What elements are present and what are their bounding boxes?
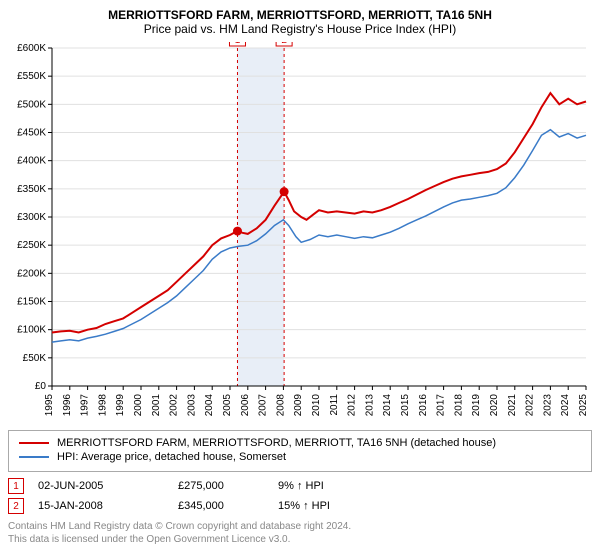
- svg-text:£300K: £300K: [17, 212, 46, 223]
- svg-text:2002: 2002: [169, 394, 180, 417]
- svg-text:2023: 2023: [542, 394, 553, 417]
- sale-hpi: 15% ↑ HPI: [278, 500, 330, 512]
- svg-text:1996: 1996: [62, 394, 73, 417]
- svg-text:2007: 2007: [258, 394, 269, 417]
- sale-date: 15-JAN-2008: [38, 500, 178, 512]
- svg-text:2024: 2024: [560, 394, 571, 417]
- svg-text:2025: 2025: [578, 394, 589, 417]
- svg-text:£100K: £100K: [17, 325, 46, 336]
- svg-text:£550K: £550K: [17, 71, 46, 82]
- chart-subtitle: Price paid vs. HM Land Registry's House …: [8, 22, 592, 36]
- svg-text:2000: 2000: [133, 394, 144, 417]
- svg-text:1998: 1998: [97, 394, 108, 417]
- footer-line: Contains HM Land Registry data © Crown c…: [8, 520, 592, 533]
- svg-text:1995: 1995: [44, 394, 55, 417]
- svg-text:2020: 2020: [489, 394, 500, 417]
- svg-text:2004: 2004: [204, 394, 215, 417]
- footer: Contains HM Land Registry data © Crown c…: [8, 520, 592, 546]
- svg-text:£50K: £50K: [23, 353, 47, 364]
- svg-text:2014: 2014: [382, 394, 393, 417]
- svg-text:2021: 2021: [507, 394, 518, 417]
- svg-text:2006: 2006: [240, 394, 251, 417]
- svg-text:£400K: £400K: [17, 156, 46, 167]
- svg-text:1999: 1999: [115, 394, 126, 417]
- svg-text:2017: 2017: [436, 394, 447, 417]
- sale-price: £275,000: [178, 480, 278, 492]
- legend-label: MERRIOTTSFORD FARM, MERRIOTTSFORD, MERRI…: [57, 437, 496, 449]
- svg-text:2016: 2016: [418, 394, 429, 417]
- svg-text:2009: 2009: [293, 394, 304, 417]
- svg-text:£0: £0: [35, 381, 47, 392]
- svg-text:2015: 2015: [400, 394, 411, 417]
- sale-date: 02-JUN-2005: [38, 480, 178, 492]
- svg-text:1997: 1997: [80, 394, 91, 417]
- svg-text:1: 1: [235, 42, 241, 46]
- legend: MERRIOTTSFORD FARM, MERRIOTTSFORD, MERRI…: [8, 430, 592, 472]
- chart-title: MERRIOTTSFORD FARM, MERRIOTTSFORD, MERRI…: [8, 8, 592, 22]
- sale-marker-icon: 2: [8, 498, 24, 514]
- svg-text:2: 2: [281, 42, 287, 46]
- sale-row: 1 02-JUN-2005 £275,000 9% ↑ HPI: [8, 478, 592, 494]
- svg-text:2005: 2005: [222, 394, 233, 417]
- svg-text:£450K: £450K: [17, 128, 46, 139]
- svg-text:2011: 2011: [329, 394, 340, 416]
- sale-row: 2 15-JAN-2008 £345,000 15% ↑ HPI: [8, 498, 592, 514]
- legend-swatch: [19, 442, 49, 444]
- sale-hpi: 9% ↑ HPI: [278, 480, 324, 492]
- svg-text:2008: 2008: [275, 394, 286, 417]
- svg-text:2019: 2019: [471, 394, 482, 417]
- svg-text:2022: 2022: [525, 394, 536, 417]
- legend-label: HPI: Average price, detached house, Some…: [57, 451, 286, 463]
- svg-text:£150K: £150K: [17, 297, 46, 308]
- svg-text:£350K: £350K: [17, 184, 46, 195]
- svg-text:£500K: £500K: [17, 99, 46, 110]
- svg-text:£200K: £200K: [17, 268, 46, 279]
- sales-table: 1 02-JUN-2005 £275,000 9% ↑ HPI 2 15-JAN…: [8, 478, 592, 514]
- svg-text:2010: 2010: [311, 394, 322, 417]
- chart: £0 £50K £100K £150K £200K £250K £300K £350K £400…: [8, 42, 592, 422]
- svg-text:2013: 2013: [364, 394, 375, 417]
- legend-item: MERRIOTTSFORD FARM, MERRIOTTSFORD, MERRI…: [19, 437, 581, 449]
- legend-swatch: [19, 456, 49, 458]
- svg-text:2001: 2001: [151, 394, 162, 417]
- svg-text:2003: 2003: [186, 394, 197, 417]
- sale-marker-icon: 1: [8, 478, 24, 494]
- svg-text:2018: 2018: [453, 394, 464, 417]
- legend-item: HPI: Average price, detached house, Some…: [19, 451, 581, 463]
- footer-line: This data is licensed under the Open Gov…: [8, 533, 592, 546]
- svg-text:£600K: £600K: [17, 43, 46, 54]
- sale-price: £345,000: [178, 500, 278, 512]
- svg-text:2012: 2012: [347, 394, 358, 417]
- chart-svg: £0 £50K £100K £150K £200K £250K £300K £350K £400…: [8, 42, 592, 422]
- svg-text:£250K: £250K: [17, 240, 46, 251]
